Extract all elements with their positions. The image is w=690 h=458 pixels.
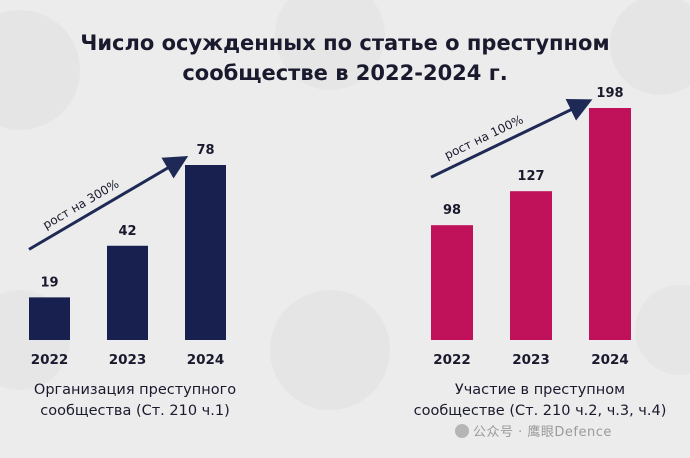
left-caption-line-1: Организация преступного <box>33 382 237 398</box>
growth-annotation: рост на 300% <box>40 177 121 232</box>
category-label: 2023 <box>512 352 550 368</box>
category-label: 2024 <box>187 352 225 368</box>
growth-arrow <box>28 155 189 251</box>
bar-2024 <box>589 108 631 340</box>
value-label: 19 <box>40 275 58 290</box>
category-label: 2022 <box>433 352 471 368</box>
value-label: 127 <box>517 169 544 184</box>
title-line-2: сообществе в 2022-2024 г. <box>182 61 508 85</box>
category-label: 2022 <box>31 352 69 368</box>
bar-2023 <box>107 245 148 340</box>
value-label: 98 <box>443 203 461 218</box>
title-line-1: Число осужденных по статье о преступном <box>80 31 610 55</box>
bar-2022 <box>29 297 70 340</box>
value-label: 42 <box>118 224 136 239</box>
category-label: 2024 <box>591 352 629 368</box>
chart-title: Число осужденных по статье о преступном … <box>0 28 690 88</box>
value-label: 198 <box>596 86 623 101</box>
left-chart-caption: Организация преступного сообщества (Ст. … <box>15 380 255 422</box>
value-label: 78 <box>196 143 214 158</box>
right-caption-line-1: Участие в преступном <box>454 382 626 398</box>
right-caption-line-2: сообществе (Ст. 210 ч.2, ч.3, ч.4) <box>413 403 667 419</box>
right-chart-caption: Участие в преступном сообществе (Ст. 210… <box>395 380 685 422</box>
bar-2024 <box>185 165 226 340</box>
growth-arrow <box>430 99 593 179</box>
bar-2022 <box>431 225 473 340</box>
watermark: 公众号 · 鹰眼Defence <box>455 421 612 440</box>
watermark-text: 公众号 · 鹰眼Defence <box>473 425 612 440</box>
category-label: 2023 <box>109 352 147 368</box>
wechat-icon <box>455 424 469 438</box>
bar-2023 <box>510 191 552 340</box>
left-caption-line-2: сообщества (Ст. 210 ч.1) <box>40 403 230 419</box>
